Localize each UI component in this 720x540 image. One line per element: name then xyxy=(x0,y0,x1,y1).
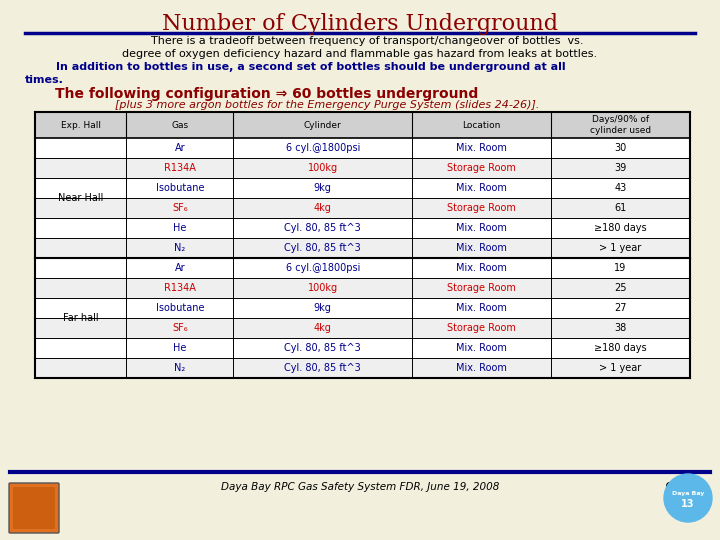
Text: 6 cyl.@1800psi: 6 cyl.@1800psi xyxy=(286,263,360,273)
Bar xyxy=(35,198,690,218)
Bar xyxy=(35,112,126,138)
Text: Ar: Ar xyxy=(174,263,185,273)
Bar xyxy=(35,258,690,278)
Text: ≥180 days: ≥180 days xyxy=(594,223,647,233)
Text: Mix. Room: Mix. Room xyxy=(456,243,507,253)
Text: 43: 43 xyxy=(614,183,626,193)
Text: Cylinder: Cylinder xyxy=(304,120,342,130)
Text: Mix. Room: Mix. Room xyxy=(456,183,507,193)
Bar xyxy=(35,158,690,178)
Text: 13: 13 xyxy=(681,499,695,509)
Text: Mix. Room: Mix. Room xyxy=(456,343,507,353)
Text: 6 cyl.@1800psi: 6 cyl.@1800psi xyxy=(286,143,360,153)
Text: 4kg: 4kg xyxy=(314,203,332,213)
Bar xyxy=(35,338,690,358)
Text: SF₆: SF₆ xyxy=(172,323,188,333)
Text: Exp. Hall: Exp. Hall xyxy=(60,120,101,130)
Bar xyxy=(35,178,690,198)
Text: R134A: R134A xyxy=(164,163,196,173)
Circle shape xyxy=(664,474,712,522)
Text: Mix. Room: Mix. Room xyxy=(456,263,507,273)
Bar xyxy=(35,318,690,338)
Text: Mix. Room: Mix. Room xyxy=(456,223,507,233)
Text: N₂: N₂ xyxy=(174,363,186,373)
Text: Daya Bay RPC Gas Safety System FDR, June 19, 2008: Daya Bay RPC Gas Safety System FDR, June… xyxy=(221,482,499,492)
Text: > 1 year: > 1 year xyxy=(600,363,642,373)
Text: Number of Cylinders Underground: Number of Cylinders Underground xyxy=(162,13,558,35)
Text: Cyl. 80, 85 ft^3: Cyl. 80, 85 ft^3 xyxy=(284,243,361,253)
FancyBboxPatch shape xyxy=(13,487,55,529)
Text: Storage Room: Storage Room xyxy=(447,203,516,213)
Text: He: He xyxy=(174,223,186,233)
Bar xyxy=(35,358,690,378)
Text: 9kg: 9kg xyxy=(314,183,332,193)
Text: Isobutane: Isobutane xyxy=(156,183,204,193)
Text: 100kg: 100kg xyxy=(307,283,338,293)
Bar xyxy=(35,238,690,258)
Text: degree of oxygen deficiency hazard and flammable gas hazard from leaks at bottle: degree of oxygen deficiency hazard and f… xyxy=(122,49,598,59)
Text: 9: 9 xyxy=(665,482,675,497)
Text: 61: 61 xyxy=(614,203,626,213)
FancyBboxPatch shape xyxy=(9,483,59,533)
Text: He: He xyxy=(174,343,186,353)
Text: Mix. Room: Mix. Room xyxy=(456,303,507,313)
Text: The following configuration ⇒ 60 bottles underground: The following configuration ⇒ 60 bottles… xyxy=(55,87,478,101)
Text: 100kg: 100kg xyxy=(307,163,338,173)
Bar xyxy=(551,112,690,138)
Text: 19: 19 xyxy=(614,263,626,273)
Text: Gas: Gas xyxy=(171,120,189,130)
Bar xyxy=(35,218,690,238)
Text: Location: Location xyxy=(462,120,501,130)
Text: Ar: Ar xyxy=(174,143,185,153)
Text: 30: 30 xyxy=(614,143,626,153)
Bar xyxy=(35,298,690,318)
Text: Isobutane: Isobutane xyxy=(156,303,204,313)
Bar xyxy=(233,112,412,138)
Text: times.: times. xyxy=(25,75,64,85)
Text: Storage Room: Storage Room xyxy=(447,163,516,173)
Text: Storage Room: Storage Room xyxy=(447,283,516,293)
Text: Mix. Room: Mix. Room xyxy=(456,143,507,153)
Text: There is a tradeoff between frequency of transport/changeover of bottles  vs.: There is a tradeoff between frequency of… xyxy=(137,36,583,46)
Text: In addition to bottles in use, a second set of bottles should be underground at : In addition to bottles in use, a second … xyxy=(25,62,566,72)
Text: 25: 25 xyxy=(614,283,627,293)
Text: Cyl. 80, 85 ft^3: Cyl. 80, 85 ft^3 xyxy=(284,343,361,353)
Text: [plus 3 more argon bottles for the Emergency Purge System (slides 24-26)].: [plus 3 more argon bottles for the Emerg… xyxy=(115,100,539,110)
Text: R134A: R134A xyxy=(164,283,196,293)
Bar xyxy=(412,112,551,138)
Text: 39: 39 xyxy=(614,163,626,173)
Text: 4kg: 4kg xyxy=(314,323,332,333)
Text: Storage Room: Storage Room xyxy=(447,323,516,333)
Text: Days/90% of
cylinder used: Days/90% of cylinder used xyxy=(590,116,651,134)
Text: 9kg: 9kg xyxy=(314,303,332,313)
Text: ≥180 days: ≥180 days xyxy=(594,343,647,353)
Text: Near Hall: Near Hall xyxy=(58,193,104,203)
Bar xyxy=(35,138,690,158)
Text: Mix. Room: Mix. Room xyxy=(456,363,507,373)
Text: 38: 38 xyxy=(614,323,626,333)
Text: SF₆: SF₆ xyxy=(172,203,188,213)
Text: N₂: N₂ xyxy=(174,243,186,253)
Text: Cyl. 80, 85 ft^3: Cyl. 80, 85 ft^3 xyxy=(284,363,361,373)
Bar xyxy=(126,112,233,138)
Text: Cyl. 80, 85 ft^3: Cyl. 80, 85 ft^3 xyxy=(284,223,361,233)
Bar xyxy=(35,278,690,298)
Text: > 1 year: > 1 year xyxy=(600,243,642,253)
Text: 27: 27 xyxy=(614,303,627,313)
Text: Far hall: Far hall xyxy=(63,313,99,323)
Text: Daya Bay: Daya Bay xyxy=(672,491,704,496)
